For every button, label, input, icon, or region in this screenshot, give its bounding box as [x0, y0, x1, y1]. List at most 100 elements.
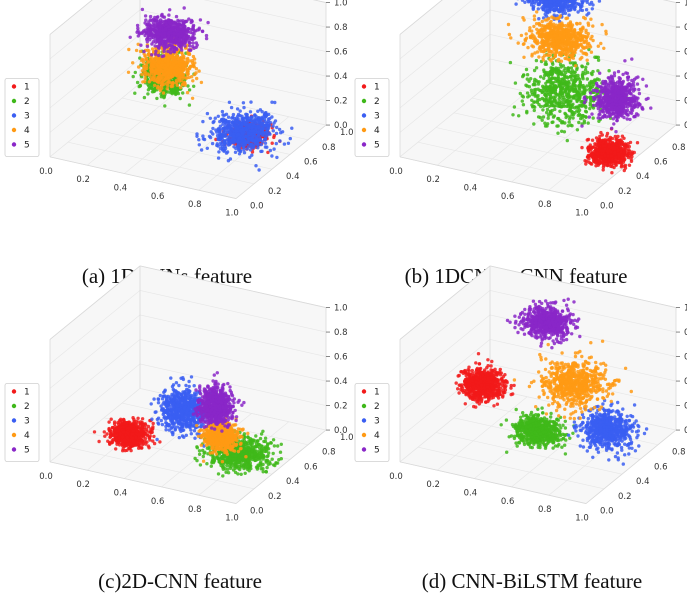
panel-b: 0.00.20.40.60.81.00.00.20.40.60.81.00.00…: [354, 0, 687, 219]
point-series-3: [201, 134, 205, 138]
point-series-5: [197, 27, 201, 32]
point-series-3: [224, 127, 229, 131]
point-series-2: [560, 80, 564, 85]
point-series-4: [155, 63, 159, 68]
point-series-3: [197, 143, 201, 147]
grid-line: [49, 58, 141, 133]
point-series-4: [144, 57, 149, 62]
point-series-2: [557, 72, 562, 76]
point-series-3: [268, 148, 273, 153]
point-series-2: [186, 84, 190, 88]
point-series-5: [143, 14, 148, 18]
point-series-4: [145, 66, 149, 71]
y-tick-label: 0.2: [268, 187, 282, 197]
point-series-5: [171, 46, 176, 51]
x-tick-label: 1.0: [225, 209, 239, 219]
point-series-4: [155, 86, 160, 90]
point-series-5: [185, 35, 189, 39]
point-series-4: [140, 72, 144, 77]
point-series-3: [252, 119, 257, 123]
point-series-4: [157, 58, 161, 62]
point-series-5: [181, 28, 186, 33]
point-series-2: [538, 97, 542, 102]
point-series-3: [201, 119, 205, 124]
point-series-2: [545, 110, 549, 115]
point-series-3: [271, 124, 275, 128]
point-series-5: [154, 18, 159, 22]
point-series-3: [247, 134, 251, 138]
point-series-2: [534, 58, 539, 63]
point-series-2: [578, 84, 582, 88]
point-series-2: [569, 66, 574, 70]
point-series-2: [572, 78, 577, 82]
z-tick-label: 1.0: [334, 0, 348, 9]
y-tick-label: 0.8: [322, 143, 336, 153]
point-series-1: [609, 154, 614, 158]
point-series-3: [257, 116, 261, 120]
point-series-2: [597, 119, 601, 124]
point-series-3: [249, 119, 254, 123]
point-series-2: [544, 70, 549, 75]
point-series-3: [211, 120, 215, 125]
point-series-1: [620, 153, 624, 157]
point-series-3: [224, 112, 229, 117]
point-series-2: [529, 88, 534, 92]
point-series-2: [162, 95, 166, 100]
point-series-3: [208, 116, 212, 121]
point-series-4: [147, 49, 151, 53]
point-series-3: [259, 149, 263, 154]
point-series-3: [242, 151, 247, 155]
point-series-5: [161, 44, 165, 48]
point-series-2: [549, 100, 553, 104]
point-series-2: [548, 71, 552, 76]
point-series-2: [589, 98, 593, 103]
point-series-4: [143, 76, 147, 81]
point-series-5: [139, 43, 143, 47]
legend-marker-4: [11, 127, 17, 133]
point-series-2: [576, 91, 580, 95]
point-series-2: [575, 99, 579, 104]
point-series-2: [568, 115, 572, 119]
point-series-5: [156, 35, 160, 39]
point-series-2: [549, 90, 553, 95]
point-series-4: [160, 81, 164, 85]
point-series-1: [590, 138, 595, 142]
point-series-2: [532, 122, 536, 126]
point-series-2: [556, 124, 560, 128]
point-series-3: [250, 129, 254, 133]
point-series-2: [564, 112, 568, 117]
point-series-2: [576, 73, 580, 78]
point-series-4: [138, 49, 143, 54]
point-series-2: [178, 96, 182, 101]
point-series-2: [524, 67, 529, 72]
point-series-3: [263, 145, 268, 149]
point-series-3: [275, 155, 279, 160]
point-series-2: [549, 80, 553, 85]
point-series-5: [187, 48, 191, 52]
point-series-3: [266, 124, 270, 128]
point-series-1: [585, 138, 589, 142]
point-series-4: [194, 67, 199, 71]
point-series-2: [517, 114, 521, 118]
point-series-2: [532, 100, 536, 104]
point-series-5: [136, 26, 140, 30]
point-series-5: [186, 29, 190, 33]
point-series-5: [142, 49, 146, 54]
point-series-1: [599, 155, 604, 159]
point-series-2: [572, 87, 576, 92]
point-series-2: [187, 103, 192, 107]
point-series-2: [187, 88, 192, 92]
point-series-3: [236, 143, 241, 147]
point-series-2: [553, 95, 557, 99]
point-series-1: [630, 150, 634, 154]
point-series-2: [542, 104, 546, 109]
point-series-3: [218, 146, 223, 151]
point-series-3: [257, 168, 261, 172]
point-series-5: [176, 32, 180, 37]
point-series-2: [577, 120, 581, 125]
point-series-2: [533, 77, 537, 82]
point-series-3: [231, 112, 236, 117]
panel-a: 0.00.20.40.60.81.00.00.20.40.60.81.00.00…: [4, 0, 354, 219]
point-series-1: [620, 142, 624, 146]
point-series-2: [139, 63, 143, 67]
